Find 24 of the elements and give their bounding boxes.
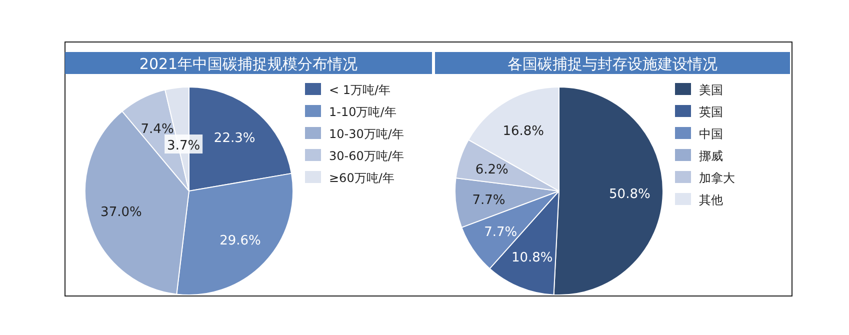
data-label: 3.7% (167, 138, 200, 154)
legend-label: ≥60万吨/年 (329, 171, 394, 185)
legend-label: 英国 (699, 105, 723, 119)
data-label: 7.7% (484, 224, 518, 240)
data-label: 7.7% (472, 193, 506, 208)
legend-label: 美国 (699, 83, 723, 97)
legend-label: 1-10万吨/年 (329, 105, 396, 119)
legend-label: 加拿大 (699, 171, 735, 185)
chart-title: 各国碳捕捉与封存设施建设情况 (508, 55, 718, 73)
legend-label: 30-60万吨/年 (329, 149, 404, 163)
data-label: 16.8% (502, 124, 544, 139)
legend-label: < 1万吨/年 (329, 83, 391, 97)
legend-label: 其他 (699, 193, 723, 207)
data-label: 7.4% (140, 122, 174, 137)
data-label: 22.3% (214, 130, 256, 146)
data-label: 6.2% (475, 162, 508, 178)
legend-label: 挪威 (699, 149, 723, 163)
data-label: 10.8% (511, 250, 553, 266)
chart-title: 2021年中国碳捕捉规模分布情况 (139, 55, 358, 73)
data-label: 50.8% (609, 186, 650, 202)
data-label: 37.0% (100, 205, 142, 220)
legend-label: 10-30万吨/年 (329, 127, 404, 141)
legend-label: 中国 (699, 127, 723, 141)
data-label: 29.6% (220, 234, 261, 249)
